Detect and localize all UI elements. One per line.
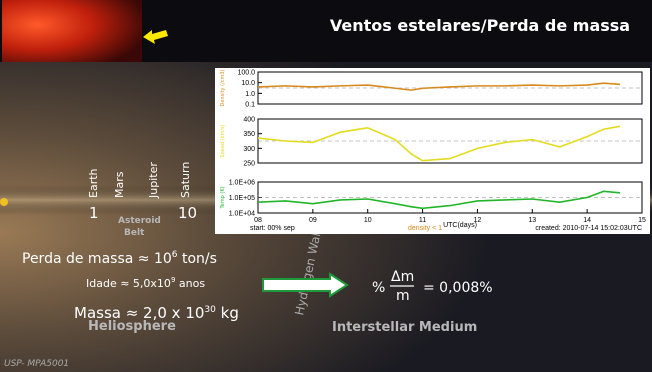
fact-exponent: 30: [204, 305, 216, 315]
y-tick-label: 350: [243, 131, 255, 138]
sun-image: [2, 0, 142, 62]
annotation: created: 2010-07-14 15:02:03UTC: [535, 225, 642, 232]
y-axis-label: Density (/cm3): [220, 69, 226, 106]
planet-label: Jupiter: [147, 162, 160, 199]
y-axis-label: Speed (km/s): [220, 124, 226, 157]
x-tick-label: 14: [583, 217, 591, 224]
fact-unit: anos: [175, 277, 205, 290]
annotation: start: 00% sep: [250, 225, 295, 232]
formula-percent: %: [372, 280, 385, 296]
mass-loss-fact: Perda de massa ≈ 106 ton/s: [22, 250, 217, 267]
formula-numerator: Δm: [391, 269, 414, 285]
x-tick-label: 15: [638, 217, 646, 224]
x-tick-label: 11: [419, 217, 426, 224]
y-tick-label: 250: [243, 161, 255, 168]
footer: USP- MPA5001: [4, 359, 69, 369]
y-tick-label: 400: [243, 117, 255, 124]
region-label: Heliosphere: [88, 319, 176, 334]
x-axis-label: UTC(days): [443, 222, 477, 229]
y-tick-label: 1.0E+04: [229, 211, 255, 218]
y-tick-label: 1.0E+06: [229, 180, 255, 187]
asteroid-label: Belt: [124, 228, 145, 238]
y-tick-label: 1.0E+05: [229, 195, 255, 202]
page: Ventos estelares/Perda de massa Earth Ma…: [0, 0, 652, 372]
formula-denominator: m: [396, 288, 410, 304]
sun-dot: [0, 198, 8, 206]
y-axis-label: Temp (K): [220, 186, 226, 209]
y-tick-label: 300: [243, 146, 255, 153]
distance-label: 1: [89, 204, 99, 222]
x-tick-label: 09: [309, 217, 317, 224]
x-tick-label: 08: [254, 217, 262, 224]
y-tick-label: 1.0: [245, 91, 255, 98]
fact-text: Perda de massa ≈ 10: [22, 251, 172, 267]
annotation: density < 1: [408, 225, 442, 232]
planet-label: Mars: [113, 171, 126, 198]
slide-title: Ventos estelares/Perda de massa: [330, 16, 630, 35]
slide: Ventos estelares/Perda de massa Earth Ma…: [0, 0, 652, 372]
y-tick-label: 100.0: [237, 70, 255, 77]
planet-label: Saturn: [179, 162, 192, 198]
fact-text: Idade ≈ 5,0x10: [86, 277, 171, 290]
plot-background: [215, 68, 650, 234]
x-tick-label: 13: [528, 217, 536, 224]
planet-label: Earth: [87, 168, 100, 198]
solar-wind-plot: Density (/cm3) 100.0 10.0 1.0 0.1 Speed (km/s…: [215, 68, 650, 234]
formula-result: = 0,008%: [423, 280, 493, 296]
fact-unit: ton/s: [178, 251, 217, 267]
y-tick-label: 10.0: [241, 80, 255, 87]
distance-label: 10: [178, 204, 197, 222]
asteroid-label: Asteroid: [118, 216, 161, 226]
fact-unit: kg: [216, 304, 239, 322]
x-tick-label: 10: [364, 217, 372, 224]
region-label: Interstellar Medium: [332, 320, 477, 335]
age-fact: Idade ≈ 5,0x109 anos: [86, 276, 205, 290]
y-tick-label: 0.1: [245, 102, 255, 109]
